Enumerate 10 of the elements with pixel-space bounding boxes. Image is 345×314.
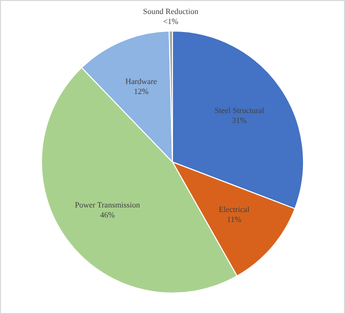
data-label: 12% [134,87,149,96]
slice-label: Electrical [218,205,250,214]
slice-label: Power Transmission [74,200,140,210]
data-label: 31% [232,116,248,126]
slice-label: Steel Structural [214,106,265,116]
data-label: <1% [163,17,179,26]
slice-label: Sound Reduction [143,7,198,16]
data-label: 46% [100,210,116,220]
slice-label: Hardware [125,77,158,86]
data-label: 11% [226,215,242,224]
